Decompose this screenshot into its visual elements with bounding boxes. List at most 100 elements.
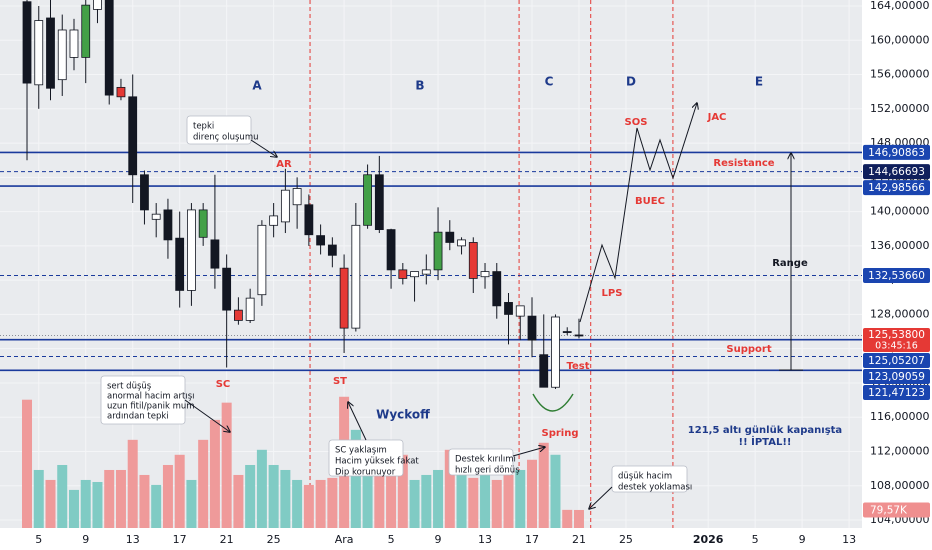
volume-bar xyxy=(45,479,56,528)
level-label-box xyxy=(863,164,930,180)
volume-bar xyxy=(233,474,244,528)
level-label: 132,53660 xyxy=(868,270,925,282)
y-tick-label: 128,00000 xyxy=(870,307,930,320)
phase-label: E xyxy=(755,75,763,89)
volume-bar xyxy=(515,469,526,528)
candle-body xyxy=(34,20,44,86)
level-label-box xyxy=(863,180,930,196)
y-tick-label: 108,00000 xyxy=(870,479,930,492)
volume-bar xyxy=(80,479,91,528)
candle-body xyxy=(539,354,549,388)
note-text: hızlı geri dönüş xyxy=(455,466,520,476)
volume-bar xyxy=(573,509,584,528)
candle-body xyxy=(551,316,560,388)
x-tick-label: 2026 xyxy=(693,533,724,546)
event-label: SOS xyxy=(625,117,648,128)
candle-body xyxy=(386,229,396,271)
level-label-box xyxy=(863,144,930,160)
x-tick-label: 5 xyxy=(388,533,395,546)
note-text: sert düşüş xyxy=(107,382,152,392)
candle-body xyxy=(140,174,149,211)
candle-body xyxy=(257,224,267,296)
y-tick-label: 136,00000 xyxy=(870,239,930,252)
note-box xyxy=(611,465,688,493)
note-text: direnç oluşumu xyxy=(193,133,259,143)
volume-bar xyxy=(151,484,162,528)
volume-bar xyxy=(386,474,397,528)
chart-title: Wyckoff xyxy=(376,408,430,422)
volume-bar xyxy=(562,509,573,528)
note-text: anormal hacim artışı xyxy=(107,392,195,402)
volume-bar xyxy=(315,479,326,528)
candle-body xyxy=(292,188,302,206)
volume-bar xyxy=(198,439,209,528)
candle-body xyxy=(57,29,67,81)
note-box xyxy=(448,448,514,476)
volume-bar xyxy=(256,449,267,528)
volume-label: 79,57K xyxy=(870,504,908,516)
cancel-note: 121,5 altı günlük kapanışta xyxy=(688,425,842,436)
volume-label-box xyxy=(863,502,930,518)
event-label: Test xyxy=(566,361,589,372)
volume-bar xyxy=(444,449,455,528)
candle-body xyxy=(245,297,255,321)
event-label: Resistance xyxy=(713,158,774,169)
event-label: BUEC xyxy=(635,196,665,207)
volume-bar xyxy=(327,477,338,528)
candle-body xyxy=(222,267,232,311)
level-label-box xyxy=(863,268,930,284)
event-label: Support xyxy=(726,344,771,355)
note-arrow xyxy=(589,486,613,509)
candle-body xyxy=(504,302,513,315)
x-tick-label: 21 xyxy=(220,533,234,546)
x-tick-label: 9 xyxy=(435,533,442,546)
candle-body xyxy=(327,244,337,256)
x-tick-label: 21 xyxy=(572,533,586,546)
volume-bar xyxy=(33,469,44,528)
phase-label: C xyxy=(545,75,554,89)
volume-bar xyxy=(303,484,314,528)
volume-bar xyxy=(174,454,185,528)
event-label: Spring xyxy=(542,428,579,439)
event-label: ST xyxy=(333,376,347,387)
candle-body xyxy=(304,204,314,236)
x-tick-label: 13 xyxy=(478,533,492,546)
phase-label: B xyxy=(415,79,424,93)
plot-marks xyxy=(0,0,862,528)
candle-body xyxy=(128,96,138,176)
volume-bar xyxy=(526,459,537,528)
candle-body xyxy=(46,17,55,89)
volume-bar xyxy=(409,479,420,528)
volume-bar xyxy=(221,402,232,528)
volume-bar xyxy=(292,479,303,528)
volume-bar xyxy=(480,469,491,528)
candle-body xyxy=(374,174,384,231)
candle-body xyxy=(316,235,326,246)
candle-body xyxy=(198,209,208,238)
volume-bar xyxy=(186,479,197,528)
y-tick-label: 156,00000 xyxy=(870,68,930,81)
y-tick-label: 112,00000 xyxy=(870,444,930,457)
spring-curve xyxy=(532,393,574,412)
x-tick-label: 13 xyxy=(842,533,856,546)
candle-body xyxy=(445,231,455,243)
candle-body xyxy=(280,189,290,223)
volume-bar xyxy=(538,442,549,528)
note-arrow xyxy=(250,139,277,157)
volume-bar xyxy=(374,459,385,528)
current-price-label: 125,53800 xyxy=(868,329,925,341)
volume-bar xyxy=(362,454,373,528)
candle-body xyxy=(574,334,584,337)
candle-body xyxy=(210,239,220,269)
note-text: Hacim yüksek fakat xyxy=(335,457,419,467)
candle-body xyxy=(433,231,443,271)
volume-bar xyxy=(491,479,502,528)
time-axis-background xyxy=(0,528,862,550)
candle-body xyxy=(562,331,572,333)
level-label: 142,98566 xyxy=(868,182,925,194)
candle-body xyxy=(410,271,419,278)
level-label-box xyxy=(863,385,930,401)
candle-body xyxy=(234,309,243,321)
x-tick-label: 17 xyxy=(525,533,539,546)
candle-body xyxy=(421,269,431,275)
